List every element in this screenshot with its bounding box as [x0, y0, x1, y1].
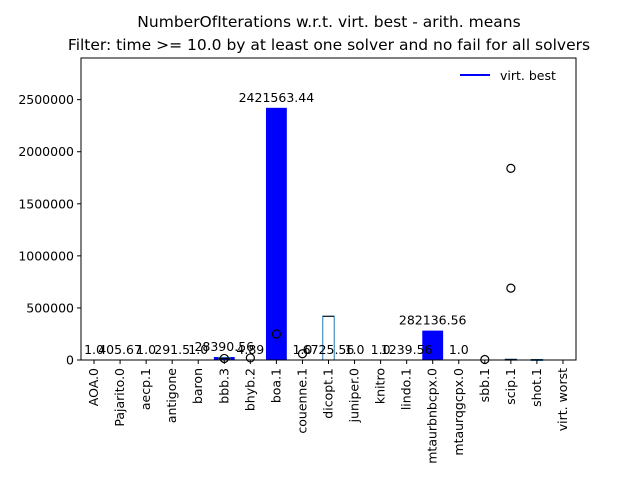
legend: virt. best — [460, 68, 556, 83]
bar-boa-1 — [265, 107, 287, 360]
x-tick-label: virt. worst — [555, 368, 570, 431]
outlier-point — [506, 283, 516, 293]
x-tick-label: AOA.0 — [86, 368, 101, 406]
x-tick-label: antigone — [164, 368, 179, 423]
bar-mtaurbnbcpx-0 — [422, 330, 444, 360]
y-tick-label: 500000 — [26, 300, 74, 315]
chart-subtitle: Filter: time >= 10.0 by at least one sol… — [68, 36, 590, 54]
data-label: 1239.56 — [381, 342, 433, 357]
data-label: 6725.56 — [303, 342, 355, 357]
data-label: 291.5 — [154, 342, 190, 357]
outlier-point — [271, 329, 281, 339]
x-tick-label: Pajarito.0 — [112, 368, 127, 427]
chart-title: NumberOfIterations w.r.t. virt. best - a… — [137, 13, 520, 31]
outlier-point — [297, 349, 308, 359]
x-tick-label: lindo.1 — [399, 368, 414, 410]
x-tick-label: bbb.3 — [216, 368, 231, 404]
legend-label: virt. best — [500, 68, 556, 83]
data-label: 1.0 — [188, 342, 208, 357]
data-label: 405.67 — [98, 342, 142, 357]
data-label: 1.0 — [136, 342, 156, 357]
x-tick-label: mtaurqgcpx.0 — [451, 368, 466, 456]
x-tick-label: sbb.1 — [477, 368, 492, 402]
data-label: 1.0 — [84, 342, 104, 357]
y-tick-label: 1000000 — [18, 248, 74, 263]
y-tick-label: 2500000 — [18, 92, 74, 107]
y-tick-label: 0 — [66, 353, 74, 368]
x-tick-label: knitro — [373, 368, 388, 404]
plot-frame — [80, 57, 577, 361]
data-label: 282136.56 — [399, 313, 467, 328]
data-label: 1.0 — [345, 342, 365, 357]
data-label: 1.0 — [293, 342, 313, 357]
data-label: 1.0 — [371, 342, 391, 357]
x-tick-label: bhyb.2 — [242, 368, 257, 411]
x-tick-label: couenne.1 — [294, 368, 309, 434]
x-tick-label: baron — [190, 368, 205, 404]
y-tick-label: 2000000 — [18, 144, 74, 159]
x-tick-label: juniper.0 — [347, 368, 362, 423]
x-tick-label: boa.1 — [268, 368, 283, 403]
data-label: 4.89 — [236, 342, 264, 357]
x-tick-label: mtaurbnbcpx.0 — [425, 368, 440, 464]
data-label: 2421563.44 — [239, 90, 315, 105]
x-tick-label: shot.1 — [529, 368, 544, 407]
x-tick-label: scip.1 — [503, 368, 518, 405]
x-tick-label: dicopt.1 — [321, 368, 336, 419]
outlier-point — [506, 163, 516, 173]
plot-area: 1.0405.671.0291.51.028390.564.892421563.… — [18, 57, 577, 464]
data-label: 1.0 — [449, 342, 469, 357]
x-tick-label: aecp.1 — [138, 368, 153, 410]
y-tick-label: 1500000 — [18, 196, 74, 211]
data-label: 28390.56 — [194, 339, 254, 354]
